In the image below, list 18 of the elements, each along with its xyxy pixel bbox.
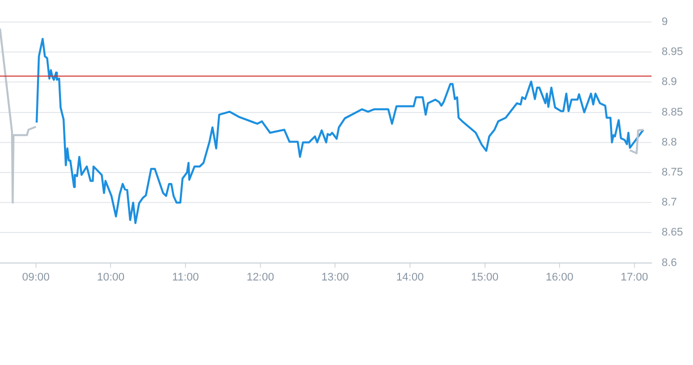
x-tick-label: 14:00 bbox=[396, 271, 424, 284]
x-tick-label: 09:00 bbox=[22, 271, 50, 284]
x-tick-label: 15:00 bbox=[471, 271, 499, 284]
y-tick-label: 8.95 bbox=[662, 46, 684, 58]
x-tick-label: 11:00 bbox=[172, 271, 199, 284]
x-tick-label: 12:00 bbox=[246, 271, 274, 284]
y-tick-label: 8.85 bbox=[662, 106, 684, 118]
y-tick-label: 8.9 bbox=[662, 76, 677, 88]
y-tick-label: 8.8 bbox=[662, 136, 677, 148]
y-tick-label: 8.7 bbox=[662, 196, 677, 209]
x-tick-label: 17:00 bbox=[620, 271, 648, 284]
x-tick-label: 13:00 bbox=[321, 271, 349, 284]
y-tick-label: 8.6 bbox=[662, 256, 677, 269]
y-tick-label: 9 bbox=[662, 16, 668, 28]
x-tick-label: 16:00 bbox=[546, 271, 574, 284]
x-tick-label: 10:00 bbox=[96, 271, 124, 284]
y-tick-label: 8.65 bbox=[662, 226, 684, 239]
y-tick-label: 8.75 bbox=[662, 166, 684, 179]
